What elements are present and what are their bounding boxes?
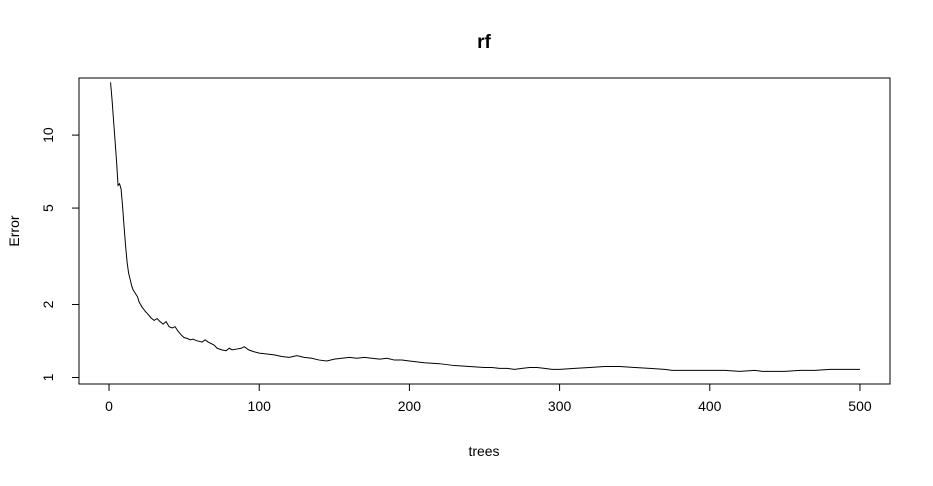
chart-title: rf <box>477 32 491 53</box>
x-tick-label: 500 <box>848 398 872 414</box>
series-line <box>110 82 860 372</box>
x-tick-label: 0 <box>105 398 113 414</box>
x-axis: 0 100 200 300 400 500 <box>105 383 872 414</box>
y-axis-label: Error <box>6 215 22 246</box>
y-tick-label: 10 <box>40 127 56 143</box>
x-axis-label: trees <box>468 443 499 459</box>
y-tick-label: 2 <box>40 300 56 308</box>
y-tick-label: 1 <box>40 373 56 381</box>
x-tick-label: 100 <box>248 398 272 414</box>
y-tick-label: 5 <box>40 204 56 212</box>
plot-frame <box>78 77 891 385</box>
y-axis: 1 2 5 10 <box>40 127 80 381</box>
x-tick-label: 400 <box>698 398 722 414</box>
x-tick-label: 200 <box>398 398 422 414</box>
x-tick-label: 300 <box>548 398 572 414</box>
